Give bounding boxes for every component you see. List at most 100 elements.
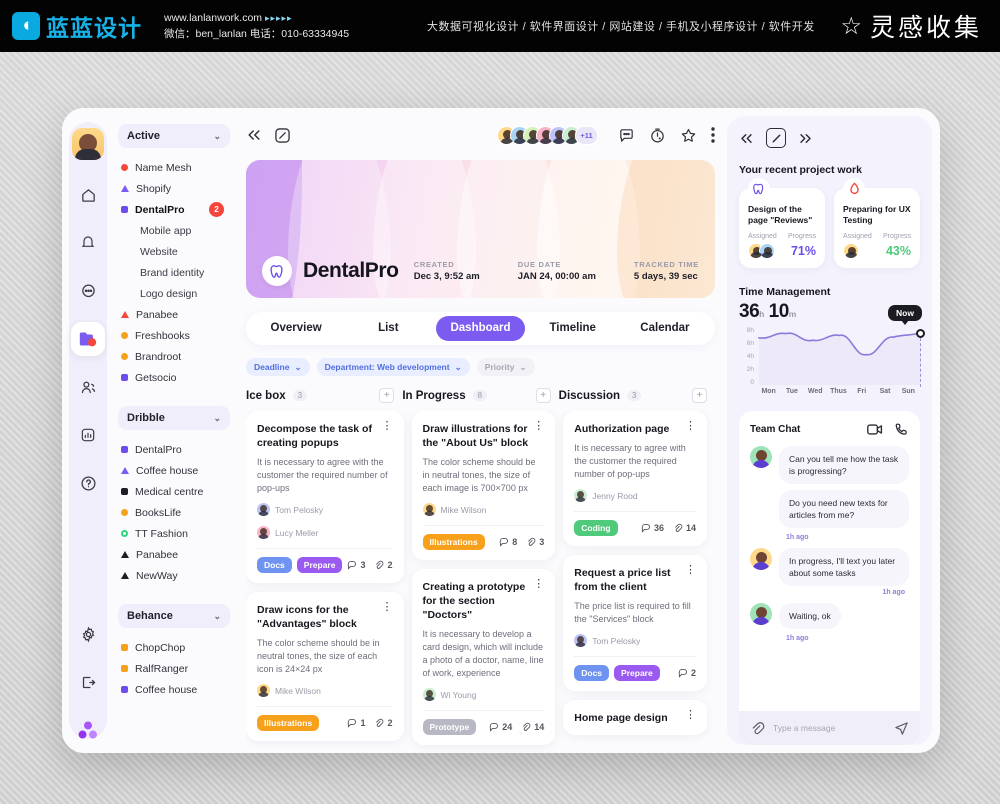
people-icon[interactable] — [71, 370, 105, 404]
card-menu-icon[interactable]: ⋮ — [381, 601, 393, 613]
phone-icon[interactable] — [894, 422, 909, 437]
settings-icon[interactable] — [71, 617, 105, 651]
sidebar-item-shopify[interactable]: Shopify — [118, 178, 230, 199]
home-icon[interactable] — [71, 178, 105, 212]
sidebar-item-tt-fashion[interactable]: TT Fashion — [118, 523, 230, 544]
add-card-button[interactable]: + — [535, 388, 551, 403]
expand-icon[interactable] — [274, 127, 291, 144]
chevrons-right-icon[interactable] — [798, 132, 813, 145]
column-header-in-progress: In Progress 8 + — [402, 388, 551, 403]
chevrons-left-icon[interactable] — [739, 132, 754, 145]
card-menu-icon[interactable]: ⋮ — [685, 709, 696, 721]
help-icon[interactable] — [71, 466, 105, 500]
view-tabs[interactable]: Overview List Dashboard Timeline Calendar — [246, 312, 715, 345]
folder-icon[interactable] — [71, 322, 105, 356]
star-icon[interactable] — [680, 127, 697, 144]
sidebar-group-active[interactable]: Active ⌄ — [118, 124, 230, 148]
avatar-stack[interactable]: +11 — [497, 125, 598, 145]
task-card[interactable]: Draw icons for the "Advantages" block ⋮ Th… — [246, 592, 404, 741]
chart-icon[interactable] — [71, 418, 105, 452]
card-menu-icon[interactable]: ⋮ — [685, 564, 696, 576]
task-tag[interactable]: Coding — [574, 520, 618, 536]
card-menu-icon[interactable]: ⋮ — [533, 420, 545, 432]
filter-deadline[interactable]: Deadline ⌄ — [246, 358, 310, 376]
tab-list[interactable]: List — [378, 322, 399, 334]
attach-icon[interactable] — [750, 721, 765, 736]
sidebar-item-label: Shopify — [136, 182, 172, 195]
user-avatar[interactable] — [72, 128, 104, 160]
tab-dashboard[interactable]: Dashboard — [436, 316, 525, 341]
task-tag[interactable]: Illustrations — [257, 715, 320, 731]
sidebar-item-chopchop[interactable]: ChopChop — [118, 637, 230, 658]
sidebar-item-coffee-house[interactable]: Coffee house — [118, 460, 230, 481]
filter-bar[interactable]: Deadline ⌄ Department: Web development ⌄ Pri… — [246, 358, 715, 376]
sidebar-item-name-mesh[interactable]: Name Mesh — [118, 157, 230, 178]
chat-input-placeholder[interactable]: Type a message — [773, 723, 836, 733]
sidebar-item-dentalpro[interactable]: DentalPro 2 — [118, 199, 230, 220]
sidebar-item-coffee-house[interactable]: Coffee house — [118, 679, 230, 700]
video-icon[interactable] — [867, 422, 883, 437]
sidebar-item-mobile-app[interactable]: Mobile app — [118, 220, 230, 241]
task-tag[interactable]: Illustrations — [422, 534, 485, 550]
task-card[interactable]: Home page design ⋮ — [563, 700, 707, 735]
card-menu-icon[interactable]: ⋮ — [685, 420, 696, 432]
sidebar-group-behance[interactable]: Behance ⌄ — [118, 604, 230, 628]
sidebar-group-dribble[interactable]: Dribble ⌄ — [118, 406, 230, 430]
sidebar-item-brand-identity[interactable]: Brand identity — [118, 262, 230, 283]
expand-icon[interactable] — [766, 128, 786, 148]
task-card[interactable]: Request a price list from the client ⋮ The… — [563, 555, 707, 691]
status-dot — [121, 332, 128, 339]
chat-avatar — [750, 446, 772, 468]
bell-icon[interactable] — [71, 226, 105, 260]
sidebar-item-medical-centre[interactable]: Medical centre — [118, 481, 230, 502]
task-tag[interactable]: Docs — [257, 557, 292, 573]
send-icon[interactable] — [894, 721, 909, 736]
sidebar-item-label: NewWay — [136, 569, 178, 582]
timer-icon[interactable] — [649, 127, 666, 144]
tab-calendar[interactable]: Calendar — [640, 322, 690, 334]
sidebar-item-bookslife[interactable]: BooksLife — [118, 502, 230, 523]
comment-icon[interactable] — [618, 127, 635, 144]
card-menu-icon[interactable]: ⋮ — [381, 420, 393, 432]
filter-department-web-development[interactable]: Department: Web development ⌄ — [316, 358, 470, 376]
chat-input-bar[interactable]: Type a message — [739, 711, 920, 745]
sidebar-item-getsocio[interactable]: Getsocio — [118, 367, 230, 388]
column-title: In Progress — [402, 389, 466, 402]
task-card[interactable]: Authorization page ⋮ It is necessary to ag… — [563, 411, 707, 546]
sidebar-item-logo-design[interactable]: Logo design — [118, 283, 230, 304]
sidebar-item-website[interactable]: Website — [118, 241, 230, 262]
tab-overview[interactable]: Overview — [270, 322, 322, 334]
now-badge: Now — [888, 305, 922, 325]
task-tag[interactable]: Prototype — [422, 719, 477, 735]
task-tag[interactable]: Docs — [574, 665, 610, 681]
card-menu-icon[interactable]: ⋮ — [533, 578, 545, 590]
task-card[interactable]: Creating a prototype for the section "Do… — [411, 569, 556, 745]
status-dot — [121, 488, 128, 495]
sidebar-item-ralfranger[interactable]: RalfRanger — [118, 658, 230, 679]
task-metrics: 2 — [678, 668, 696, 678]
sidebar-item-panabee[interactable]: Panabee — [118, 544, 230, 565]
sidebar-item-freshbooks[interactable]: Freshbooks — [118, 325, 230, 346]
comment-count-value: 24 — [502, 722, 513, 732]
recent-work-card[interactable]: Preparing for UX Testing Assigned Progress… — [834, 178, 920, 268]
sidebar-item-brandroot[interactable]: Brandroot — [118, 346, 230, 367]
chevrons-left-icon[interactable] — [246, 128, 262, 142]
filter-priority[interactable]: Priority ⌄ — [476, 358, 535, 376]
sidebar-item-newway[interactable]: NewWay — [118, 565, 230, 586]
task-card[interactable]: Draw illustrations for the "About Us" bl… — [411, 411, 556, 560]
task-tag[interactable]: Prepare — [614, 665, 660, 681]
chat-icon[interactable] — [71, 274, 105, 308]
tab-timeline[interactable]: Timeline — [549, 322, 596, 334]
brand-icon[interactable] — [71, 713, 105, 747]
avatar-overflow-count[interactable]: +11 — [575, 125, 598, 145]
add-card-button[interactable]: + — [379, 388, 395, 403]
task-tag[interactable]: Prepare — [296, 557, 343, 573]
add-card-button[interactable]: + — [691, 388, 707, 403]
task-card[interactable]: Decompose the task of creating popups ⋮ It… — [246, 411, 404, 583]
more-icon[interactable] — [711, 127, 715, 143]
logout-icon[interactable] — [71, 665, 105, 699]
recent-work-card[interactable]: Design of the page "Reviews" Assigned Prog… — [739, 178, 825, 268]
sidebar-item-panabee[interactable]: Panabee — [118, 304, 230, 325]
sidebar-item-dentalpro[interactable]: DentalPro — [118, 439, 230, 460]
